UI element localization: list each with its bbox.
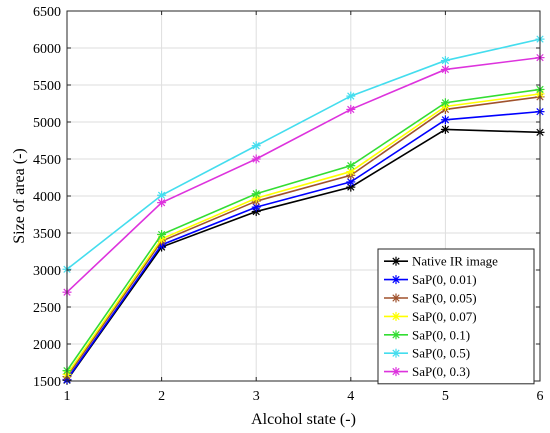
- data-point: [251, 141, 261, 151]
- y-tick-label: 2500: [33, 301, 61, 316]
- y-tick-label: 6500: [33, 5, 61, 20]
- x-tick-label: 4: [347, 389, 354, 404]
- series-line: [66, 38, 541, 270]
- legend-label: SaP(0, 0.01): [412, 272, 477, 287]
- legend-marker: [391, 311, 401, 321]
- legend-marker: [391, 330, 401, 340]
- data-point: [346, 104, 356, 114]
- data-point: [440, 98, 450, 108]
- data-point: [346, 91, 356, 101]
- x-tick-label: 6: [537, 389, 544, 404]
- x-tick-label: 1: [64, 389, 71, 404]
- series-6: [62, 53, 545, 297]
- legend-label: SaP(0, 0.5): [412, 346, 470, 361]
- x-tick-label: 5: [442, 389, 449, 404]
- x-tick-label: 3: [253, 389, 260, 404]
- legend-item: SaP(0, 0.01): [384, 272, 477, 287]
- data-point: [440, 56, 450, 66]
- legend-marker: [391, 256, 401, 266]
- data-point: [157, 190, 167, 200]
- series-line: [66, 110, 541, 380]
- y-tick-label: 4000: [33, 190, 61, 205]
- legend-item: Native IR image: [384, 254, 498, 269]
- legend-item: SaP(0, 0.1): [384, 327, 470, 342]
- data-point: [346, 182, 356, 192]
- series-line: [66, 96, 541, 378]
- data-point: [346, 161, 356, 171]
- legend-marker: [391, 367, 401, 377]
- legend-label: SaP(0, 0.3): [412, 364, 470, 379]
- y-tick-label: 6000: [33, 42, 61, 57]
- legend-marker: [391, 348, 401, 358]
- y-tick-label: 1500: [33, 375, 61, 390]
- series-line: [66, 88, 541, 372]
- data-point: [157, 198, 167, 208]
- legend-item: SaP(0, 0.05): [384, 291, 477, 306]
- y-tick-label: 4500: [33, 153, 61, 168]
- data-point: [251, 202, 261, 212]
- y-tick-label: 3000: [33, 264, 61, 279]
- axis-ticks: 1 2 3 4 5 6 1500 2000 2500 3000 3500 4000 4500 5000 55…: [33, 5, 544, 404]
- data-point: [251, 189, 261, 199]
- legend-label: SaP(0, 0.07): [412, 309, 477, 324]
- y-axis-label: Size of area (-): [11, 148, 28, 244]
- data-point: [440, 124, 450, 134]
- legend-label: SaP(0, 0.1): [412, 327, 470, 342]
- data-point: [157, 229, 167, 239]
- series-line: [66, 56, 541, 293]
- legend-marker: [391, 293, 401, 303]
- legend-label: Native IR image: [412, 254, 498, 269]
- series-line: [66, 93, 541, 375]
- data-point: [251, 154, 261, 164]
- data-point: [440, 64, 450, 74]
- y-tick-label: 5500: [33, 79, 61, 94]
- x-axis-label: Alcohol state (-): [251, 411, 356, 428]
- y-tick-label: 2000: [33, 338, 61, 353]
- legend-label: SaP(0, 0.05): [412, 291, 477, 306]
- series-line: [66, 128, 541, 381]
- legend-item: SaP(0, 0.07): [384, 309, 477, 324]
- legend-marker: [391, 275, 401, 285]
- x-tick-label: 2: [158, 389, 165, 404]
- y-tick-label: 3500: [33, 227, 61, 242]
- y-tick-label: 5000: [33, 116, 61, 131]
- data-point: [440, 115, 450, 125]
- legend: Native IR image SaP(0, 0.01) SaP(0, 0.05) S…: [377, 248, 535, 385]
- data-point: [346, 167, 356, 177]
- legend-item: SaP(0, 0.5): [384, 346, 470, 361]
- legend-item: SaP(0, 0.3): [384, 364, 470, 379]
